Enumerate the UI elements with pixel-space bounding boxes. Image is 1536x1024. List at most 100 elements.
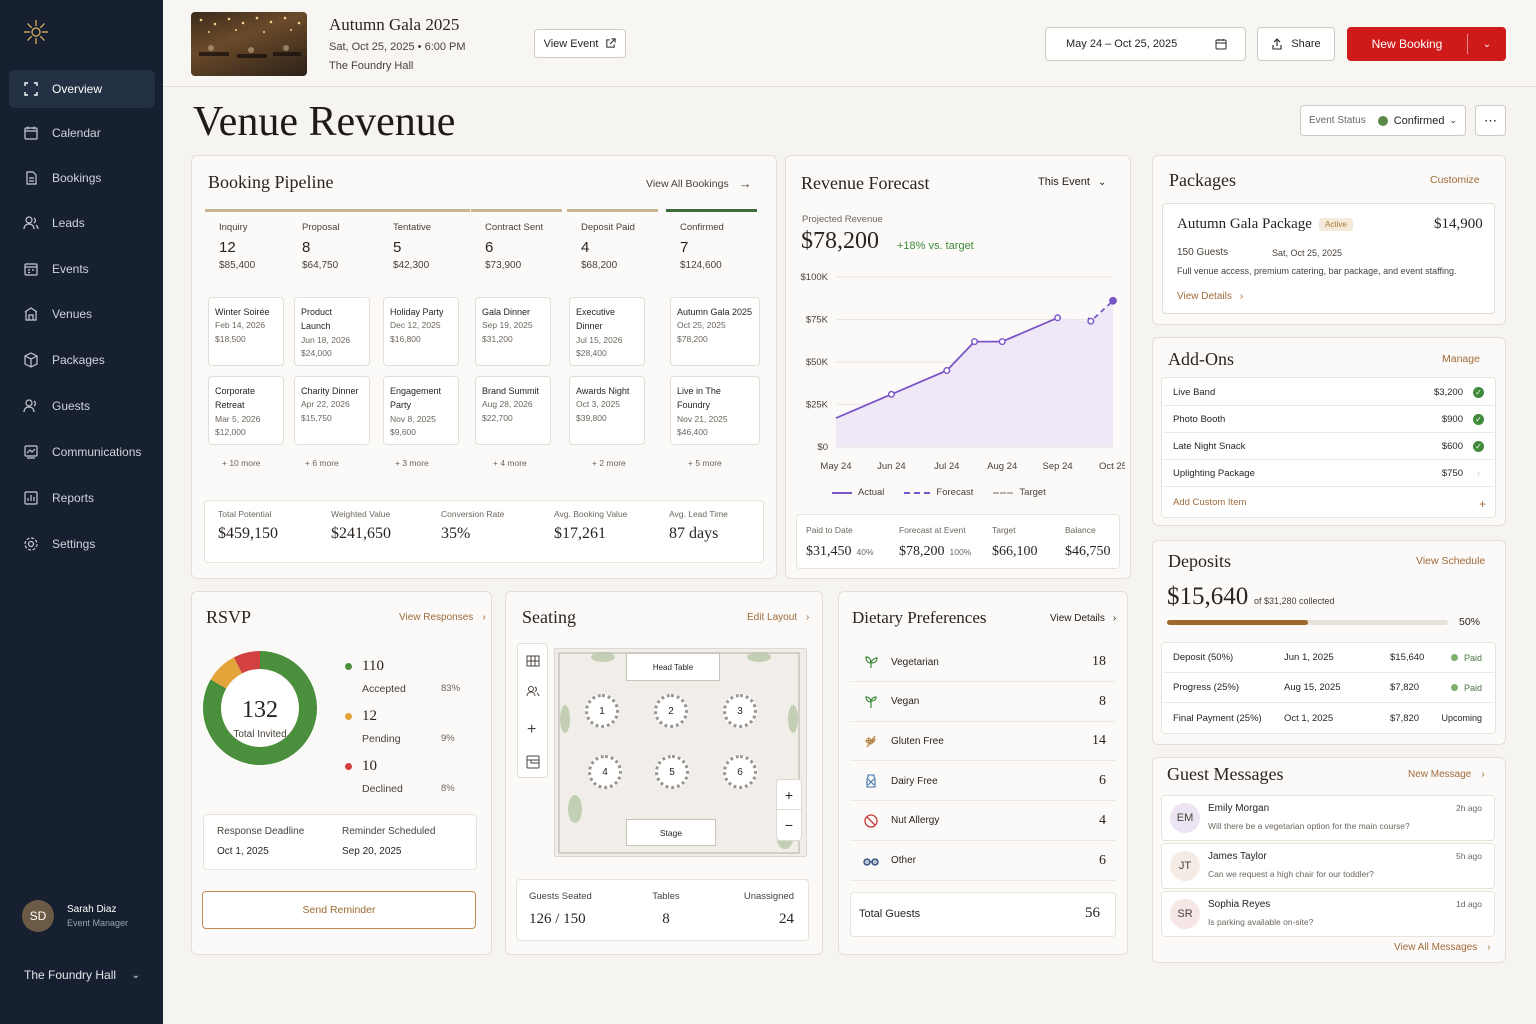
- message-item[interactable]: SR Sophia Reyes 1d ago Is parking available…: [1161, 891, 1495, 937]
- table-2[interactable]: 2: [654, 694, 688, 728]
- event-status-dropdown[interactable]: Event Status Confirmed ⌄: [1300, 105, 1466, 136]
- send-reminder-button[interactable]: Send Reminder: [202, 891, 476, 929]
- sidebar-item-reports[interactable]: Reports: [9, 479, 155, 517]
- dietary-row[interactable]: Vegan 8: [850, 683, 1116, 722]
- forecast-stat-value-row: $78,200 100%: [899, 542, 971, 560]
- venue-selector[interactable]: The Foundry Hall ⌄: [24, 968, 140, 982]
- guests-icon[interactable]: [526, 684, 540, 698]
- layout-icon[interactable]: [526, 755, 540, 769]
- check-circle-icon[interactable]: ✓: [1473, 387, 1484, 398]
- zoom-out-button[interactable]: −: [784, 817, 794, 833]
- pipeline-stage[interactable]: Deposit Paid 4 $68,200: [567, 209, 658, 287]
- pipeline-stage[interactable]: Proposal 8 $64,750: [288, 209, 379, 287]
- dietary-row[interactable]: Gluten Free 14: [850, 722, 1116, 762]
- sidebar-item-leads[interactable]: Leads: [9, 204, 155, 242]
- pipeline-stage[interactable]: Tentative 5 $42,300: [379, 209, 470, 287]
- show-more-link[interactable]: + 2 more: [592, 458, 626, 468]
- table-5[interactable]: 5: [655, 755, 689, 789]
- pipeline-booking-card[interactable]: Gala Dinner Sep 19, 2025 $31,200: [475, 297, 551, 366]
- view-responses-link[interactable]: View Responses ›: [399, 612, 486, 623]
- deposit-row[interactable]: Deposit (50%) Jun 1, 2025 $15,640 Paid: [1163, 643, 1494, 673]
- show-more-link[interactable]: + 5 more: [688, 458, 722, 468]
- pipeline-booking-card[interactable]: Engagement Party Nov 8, 2025 $9,600: [383, 376, 459, 445]
- stage[interactable]: Stage: [626, 819, 716, 846]
- pipeline-booking-card[interactable]: Holiday Party Dec 12, 2025 $16,800: [383, 297, 459, 366]
- sidebar-item-calendar[interactable]: Calendar: [9, 114, 155, 152]
- date-range-picker[interactable]: May 24 – Oct 25, 2025: [1045, 27, 1246, 61]
- edit-layout-link[interactable]: Edit Layout ›: [747, 612, 809, 623]
- sidebar-item-communications[interactable]: Communications: [9, 433, 155, 471]
- view-all-messages-link[interactable]: View All Messages ›: [1394, 942, 1491, 953]
- view-dietary-details-link[interactable]: View Details ›: [1050, 613, 1116, 624]
- view-all-bookings-link[interactable]: View All Bookings →: [646, 176, 752, 191]
- more-options-button[interactable]: ⋯: [1475, 105, 1506, 136]
- show-more-link[interactable]: + 4 more: [493, 458, 527, 468]
- ellipsis-icon: ⋯: [1484, 112, 1497, 128]
- addon-row[interactable]: Photo Booth $900 ✓: [1163, 407, 1494, 433]
- user-profile[interactable]: SD Sarah Diaz Event Manager: [22, 900, 128, 932]
- dietary-row[interactable]: Other 6: [850, 842, 1116, 881]
- table-4[interactable]: 4: [588, 755, 622, 789]
- pipeline-booking-card[interactable]: Autumn Gala 2025 Oct 25, 2025 $78,200: [670, 297, 760, 366]
- chevron-down-icon[interactable]: ⌄: [1482, 38, 1492, 50]
- deposit-row[interactable]: Final Payment (25%) Oct 1, 2025 $7,820 Upco…: [1163, 703, 1494, 733]
- sidebar-item-bookings[interactable]: Bookings: [9, 159, 155, 197]
- table-6[interactable]: 6: [723, 755, 757, 789]
- view-package-details-link[interactable]: View Details ›: [1177, 291, 1243, 302]
- check-circle-icon[interactable]: ✓: [1473, 414, 1484, 425]
- response-deadline-value: Oct 1, 2025: [217, 846, 269, 857]
- show-more-link[interactable]: + 3 more: [395, 458, 429, 468]
- pipeline-booking-card[interactable]: Live in The Foundry Nov 21, 2025 $46,400: [670, 376, 760, 445]
- dietary-title: Dietary Preferences: [852, 608, 987, 627]
- pipeline-booking-card[interactable]: Corporate Retreat Mar 5, 2026 $12,000: [208, 376, 284, 445]
- rsvp-donut-segment-pending: [210, 657, 243, 689]
- addon-row[interactable]: Uplighting Package $750 ›: [1163, 461, 1494, 487]
- plus-icon[interactable]: +: [527, 721, 537, 738]
- forecast-stat-value: $46,750: [1065, 544, 1111, 559]
- sidebar-item-settings[interactable]: Settings: [9, 525, 155, 563]
- view-schedule-link[interactable]: View Schedule: [1416, 555, 1486, 567]
- sidebar-item-overview[interactable]: Overview: [9, 70, 155, 108]
- new-booking-button[interactable]: New Booking ⌄: [1347, 27, 1506, 61]
- sidebar-item-events[interactable]: Events: [9, 250, 155, 288]
- head-table[interactable]: Head Table: [626, 653, 720, 681]
- sidebar-item-packages[interactable]: Packages: [9, 341, 155, 379]
- pipeline-stage[interactable]: Contract Sent 6 $73,900: [471, 209, 562, 287]
- addon-row[interactable]: Live Band $3,200 ✓: [1163, 380, 1494, 406]
- deposit-status-label: Upcoming: [1441, 713, 1482, 723]
- check-circle-icon[interactable]: ✓: [1473, 441, 1484, 452]
- pipeline-booking-card[interactable]: Awards Night Oct 3, 2025 $39,800: [569, 376, 645, 445]
- dietary-row[interactable]: Vegetarian 18: [850, 643, 1116, 682]
- packages-icon: [24, 352, 38, 368]
- show-more-link[interactable]: + 6 more: [305, 458, 339, 468]
- pipeline-stage[interactable]: Confirmed 7 $124,600: [666, 209, 757, 287]
- pipeline-booking-card[interactable]: Brand Summit Aug 28, 2026 $22,700: [475, 376, 551, 445]
- sidebar-item-guests[interactable]: Guests: [9, 387, 155, 425]
- message-item[interactable]: JT James Taylor 5h ago Can we request a hig…: [1161, 843, 1495, 889]
- zoom-in-button[interactable]: +: [777, 780, 801, 810]
- manage-addons-link[interactable]: Manage: [1442, 353, 1480, 365]
- deposit-row[interactable]: Progress (25%) Aug 15, 2025 $7,820 Paid: [1163, 673, 1494, 703]
- grid-icon[interactable]: [526, 654, 540, 668]
- customize-link[interactable]: Customize: [1430, 174, 1480, 186]
- forecast-scope-dropdown[interactable]: This Event ⌄: [1038, 176, 1106, 188]
- dietary-row[interactable]: Nut Allergy 4: [850, 802, 1116, 841]
- pipeline-stage[interactable]: Inquiry 12 $85,400: [205, 209, 296, 287]
- add-custom-item-button[interactable]: Add Custom Item +: [1173, 497, 1486, 511]
- message-item[interactable]: EM Emily Morgan 2h ago Will there be a vege…: [1161, 795, 1495, 841]
- pipeline-booking-card[interactable]: Product Launch Jun 18, 2026 $24,000: [294, 297, 370, 366]
- show-more-link[interactable]: + 10 more: [222, 458, 261, 468]
- share-button[interactable]: Share: [1257, 27, 1335, 61]
- view-event-button[interactable]: View Event: [534, 29, 626, 58]
- sidebar-item-venues[interactable]: Venues: [9, 295, 155, 333]
- sidebar-item-label: Events: [52, 262, 89, 276]
- chevron-right-icon[interactable]: ›: [1476, 468, 1481, 479]
- pipeline-booking-card[interactable]: Winter Soirée Feb 14, 2026 $18,500: [208, 297, 284, 366]
- dietary-row[interactable]: Dairy Free 6: [850, 762, 1116, 802]
- pipeline-booking-card[interactable]: Executive Dinner Jul 15, 2026 $28,400: [569, 297, 645, 366]
- new-message-link[interactable]: New Message ›: [1408, 769, 1485, 780]
- table-3[interactable]: 3: [723, 694, 757, 728]
- addon-row[interactable]: Late Night Snack $600 ✓: [1163, 434, 1494, 460]
- pipeline-booking-card[interactable]: Charity Dinner Apr 22, 2026 $15,750: [294, 376, 370, 445]
- table-1[interactable]: 1: [585, 694, 619, 728]
